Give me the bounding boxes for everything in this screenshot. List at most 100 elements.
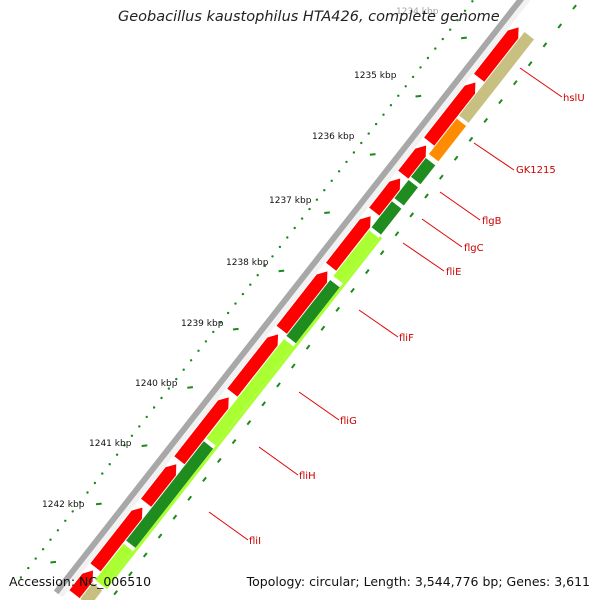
gene-label-fliG: fliG: [340, 416, 357, 427]
minor-tick: [374, 122, 378, 126]
forward-cds-9: [398, 145, 427, 179]
reverse-cds-1: [80, 583, 103, 600]
minor-tick: [101, 472, 104, 475]
leader-fliF: [358, 309, 399, 338]
minor-tick: [411, 75, 415, 79]
minor-tick: [352, 151, 356, 154]
gene-label-fliE: fliE: [446, 267, 461, 278]
inner-tick: [468, 136, 474, 142]
reverse-cds-7: [371, 201, 402, 235]
reverse-cds-8: [394, 180, 418, 206]
major-tick: [324, 211, 330, 215]
major-tick: [415, 94, 422, 98]
kbp-label-1237: 1237 kbp: [269, 196, 312, 206]
tick-marks: [19, 0, 577, 596]
minor-tick: [182, 368, 185, 371]
minor-tick: [226, 311, 230, 315]
minor-tick: [115, 453, 119, 456]
gene-label-fliF: fliF: [399, 333, 414, 344]
minor-tick: [204, 340, 208, 343]
minor-tick: [108, 463, 111, 466]
inner-tick: [172, 514, 178, 520]
minor-tick: [271, 255, 274, 258]
reverse-cds-6: [333, 230, 379, 284]
minor-tick: [360, 141, 363, 145]
minor-tick: [426, 56, 430, 60]
leader-fliG: [298, 391, 340, 421]
leader-fliH: [258, 446, 299, 476]
minor-tick: [330, 179, 333, 182]
forward-cds-8: [369, 178, 401, 216]
minor-tick: [345, 160, 348, 164]
gene-label-fliI: fliI: [249, 536, 261, 547]
leader-hslU: [519, 67, 563, 98]
gene-label-fliH: fliH: [299, 471, 316, 482]
gene-labels: hslU GK1215 flgB flgC fliE fliF fliG fli…: [249, 93, 585, 547]
minor-tick: [434, 47, 437, 50]
inner-tick: [187, 495, 193, 501]
inner-tick: [157, 533, 163, 539]
forward-cds-4: [174, 397, 229, 465]
accession-text: Accession: NC_006510: [9, 574, 152, 589]
minor-tick: [286, 236, 289, 239]
kbp-label-1238: 1238 kbp: [226, 258, 269, 268]
inner-tick: [350, 287, 355, 294]
inner-tick: [439, 174, 444, 180]
inner-tick: [305, 344, 311, 350]
minor-tick: [41, 548, 45, 551]
inner-tick: [335, 306, 341, 312]
inner-tick: [379, 250, 385, 256]
minor-tick: [197, 349, 200, 352]
minor-tick: [241, 292, 245, 296]
minor-tick: [463, 9, 467, 12]
minor-tick: [323, 189, 326, 192]
inner-tick: [483, 117, 489, 124]
major-tick: [232, 327, 239, 331]
inner-tick: [424, 193, 429, 199]
inner-tick: [527, 61, 533, 67]
minor-tick: [278, 245, 282, 249]
gene-label-hslU: hslU: [563, 93, 585, 104]
minor-tick: [234, 302, 237, 305]
minor-tick: [49, 538, 52, 541]
minor-tick: [293, 226, 296, 230]
inner-tick: [290, 363, 296, 369]
minor-tick: [308, 207, 311, 211]
major-tick: [95, 502, 102, 506]
minor-tick: [123, 444, 126, 447]
inner-tick: [542, 42, 548, 48]
inner-tick: [113, 590, 118, 596]
kbp-label-1236: 1236 kbp: [312, 132, 355, 142]
backbone-shadow: [58, 0, 531, 598]
reverse-fringe: [104, 236, 383, 590]
forward-cds-3: [141, 464, 177, 507]
minor-tick: [419, 66, 422, 69]
minor-tick: [382, 113, 385, 116]
inner-tick: [364, 268, 370, 275]
kbp-label-1239: 1239 kbp: [181, 319, 224, 329]
minor-tick: [300, 217, 304, 220]
minor-tick: [449, 28, 452, 31]
leader-fliE: [402, 242, 445, 272]
reverse-cds-4: [206, 339, 294, 446]
inner-tick: [246, 420, 252, 426]
forward-cds-5: [227, 334, 279, 397]
minor-tick: [56, 529, 60, 532]
label-leader-lines: [208, 67, 563, 541]
backbone-track: [53, 0, 525, 595]
inner-tick: [498, 98, 503, 105]
inner-tick: [276, 382, 281, 388]
inner-tick: [320, 325, 326, 331]
minor-tick: [367, 132, 370, 135]
major-tick: [50, 560, 57, 564]
minor-tick: [441, 37, 444, 41]
minor-tick: [34, 557, 37, 560]
genome-track: [53, 0, 534, 600]
minor-tick: [71, 510, 74, 513]
forward-cds-6: [276, 271, 328, 334]
reverse-cds-3: [126, 441, 214, 548]
forward-cds-1: [69, 570, 93, 599]
leader-flgC: [421, 218, 463, 248]
inner-tick: [394, 231, 400, 237]
kbp-label-1241: 1241 kbp: [89, 439, 132, 449]
